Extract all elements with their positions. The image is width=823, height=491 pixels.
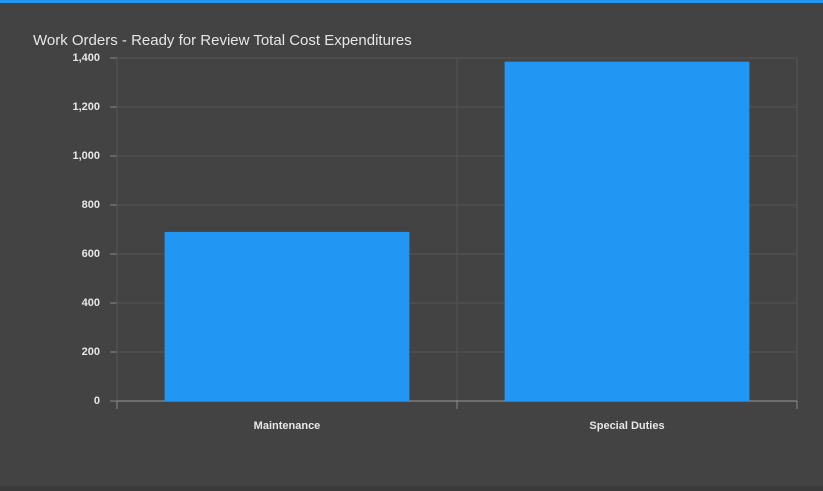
x-tick-label: Special Duties: [589, 420, 664, 432]
y-tick-label: 1,400: [72, 52, 100, 64]
y-tick-label: 200: [82, 346, 100, 358]
y-tick-label: 800: [82, 199, 100, 211]
y-tick-label: 600: [82, 248, 100, 260]
y-tick-label: 1,200: [72, 101, 100, 113]
y-tick-label: 1,000: [72, 150, 100, 162]
bar: [504, 61, 750, 402]
y-tick-label: 0: [94, 395, 100, 407]
chart-title: Work Orders - Ready for Review Total Cos…: [33, 32, 412, 49]
bar: [164, 231, 410, 401]
x-tick-label: Maintenance: [254, 420, 321, 432]
y-tick-label: 400: [82, 297, 100, 309]
top-accent: [0, 0, 823, 3]
